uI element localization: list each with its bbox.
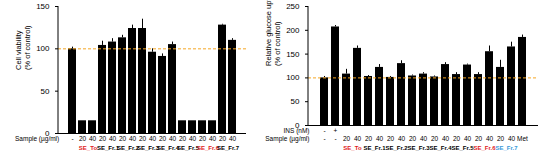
svg-text:100: 100 bbox=[286, 73, 300, 82]
svg-text:SE_Fr.3: SE_Fr.3 bbox=[136, 144, 159, 151]
svg-text:50: 50 bbox=[41, 87, 50, 96]
svg-text:20: 20 bbox=[119, 135, 127, 142]
svg-text:40: 40 bbox=[189, 135, 197, 142]
svg-text:200: 200 bbox=[286, 26, 300, 35]
svg-text:SE_Fr.6: SE_Fr.6 bbox=[473, 145, 496, 151]
svg-text:40: 40 bbox=[129, 135, 137, 142]
svg-text:20: 20 bbox=[139, 135, 147, 142]
svg-text:40: 40 bbox=[89, 135, 97, 142]
svg-text:0: 0 bbox=[295, 121, 300, 130]
svg-text:0: 0 bbox=[45, 129, 50, 138]
svg-text:+: + bbox=[334, 127, 338, 134]
svg-text:-: - bbox=[334, 135, 336, 142]
svg-text:20: 20 bbox=[431, 135, 439, 142]
svg-text:40: 40 bbox=[398, 135, 406, 142]
svg-text:SE_Fr.6: SE_Fr.6 bbox=[196, 144, 219, 151]
svg-text:20: 20 bbox=[219, 135, 227, 142]
svg-text:SE_Fr.1: SE_Fr.1 bbox=[363, 145, 386, 151]
svg-text:20: 20 bbox=[497, 135, 505, 142]
svg-text:50: 50 bbox=[291, 97, 300, 106]
svg-text:40: 40 bbox=[109, 135, 117, 142]
svg-text:40: 40 bbox=[508, 135, 516, 142]
svg-text:-: - bbox=[323, 127, 325, 134]
svg-text:40: 40 bbox=[169, 135, 177, 142]
svg-text:SE_Fr.1: SE_Fr.1 bbox=[96, 144, 119, 151]
svg-text:SE_To: SE_To bbox=[79, 145, 98, 151]
svg-text:SE_Fr.3: SE_Fr.3 bbox=[407, 145, 430, 151]
svg-text:20: 20 bbox=[343, 135, 351, 142]
svg-text:20: 20 bbox=[387, 135, 395, 142]
svg-text:SE_Fr.7: SE_Fr.7 bbox=[495, 145, 518, 151]
svg-text:Sample (µg/ml): Sample (µg/ml) bbox=[15, 135, 59, 143]
svg-text:Met: Met bbox=[517, 135, 528, 142]
svg-text:Cell viability(% of control): Cell viability(% of control) bbox=[14, 25, 32, 70]
svg-text:20: 20 bbox=[453, 135, 461, 142]
svg-text:SE_Fr.7: SE_Fr.7 bbox=[217, 145, 240, 151]
svg-text:20: 20 bbox=[179, 135, 187, 142]
svg-text:20: 20 bbox=[159, 135, 167, 142]
svg-text:40: 40 bbox=[209, 135, 217, 142]
svg-text:150: 150 bbox=[36, 2, 50, 11]
svg-text:-: - bbox=[323, 135, 325, 142]
svg-text:SE_Fr.2: SE_Fr.2 bbox=[385, 145, 408, 151]
svg-text:250: 250 bbox=[286, 2, 300, 11]
svg-text:20: 20 bbox=[99, 135, 107, 142]
svg-text:SE_Fr.4: SE_Fr.4 bbox=[429, 145, 452, 151]
svg-text:SE_Fr.4: SE_Fr.4 bbox=[156, 144, 179, 151]
svg-text:20: 20 bbox=[475, 135, 483, 142]
svg-text:SE_Fr.2: SE_Fr.2 bbox=[116, 144, 139, 151]
svg-text:40: 40 bbox=[376, 135, 384, 142]
svg-text:SE_Fr.5: SE_Fr.5 bbox=[176, 144, 199, 151]
svg-text:40: 40 bbox=[354, 135, 362, 142]
svg-text:40: 40 bbox=[149, 135, 157, 142]
svg-text:INS (nM): INS (nM) bbox=[283, 127, 310, 135]
svg-text:20: 20 bbox=[365, 135, 373, 142]
svg-text:40: 40 bbox=[229, 135, 237, 142]
svg-text:20: 20 bbox=[79, 135, 87, 142]
svg-text:20: 20 bbox=[409, 135, 417, 142]
svg-text:150: 150 bbox=[286, 50, 300, 59]
svg-text:40: 40 bbox=[420, 135, 428, 142]
svg-text:SE_Fr.5: SE_Fr.5 bbox=[451, 145, 474, 151]
svg-text:-: - bbox=[71, 135, 73, 142]
svg-text:100: 100 bbox=[36, 44, 50, 53]
svg-text:40: 40 bbox=[464, 135, 472, 142]
svg-text:40: 40 bbox=[486, 135, 494, 142]
svg-text:40: 40 bbox=[442, 135, 450, 142]
svg-text:Sample (µg/ml): Sample (µg/ml) bbox=[265, 135, 309, 143]
svg-text:Relative glucose uptake(% of c: Relative glucose uptake(% of control) bbox=[264, 0, 282, 66]
svg-text:20: 20 bbox=[199, 135, 207, 142]
svg-text:SE_To: SE_To bbox=[343, 145, 362, 151]
